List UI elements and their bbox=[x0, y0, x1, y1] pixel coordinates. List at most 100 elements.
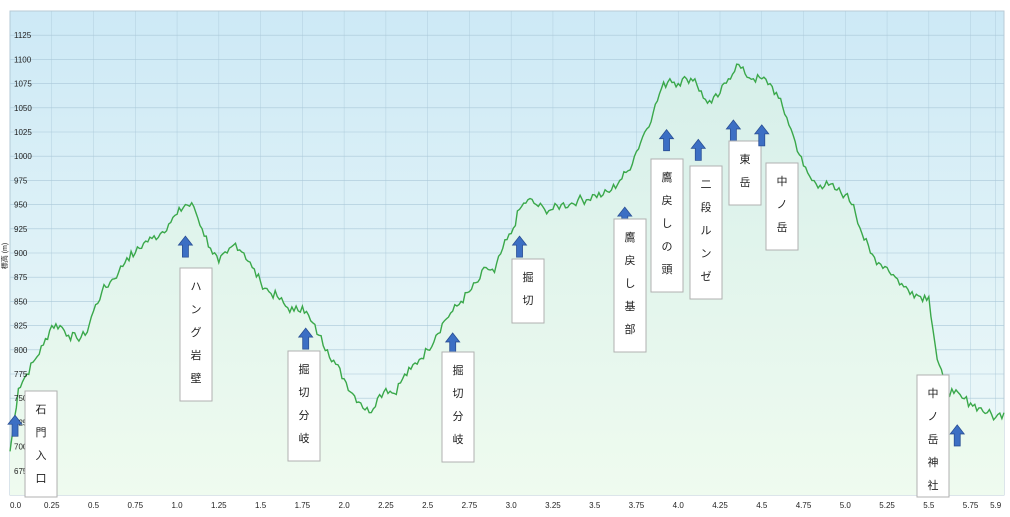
y-tick-label: 750 bbox=[14, 394, 28, 403]
annotation-char: 岳 bbox=[928, 433, 939, 446]
x-tick-label: 0.25 bbox=[44, 501, 60, 510]
x-tick-label: 0.5 bbox=[88, 501, 100, 510]
annotation-char: 鷹 bbox=[625, 230, 636, 244]
x-tick-label: 3.75 bbox=[629, 501, 645, 510]
y-tick-label: 925 bbox=[14, 225, 28, 234]
y-axis-ticks: 6757007257507758008258508759009259509751… bbox=[14, 31, 32, 476]
up-arrow-icon bbox=[690, 138, 707, 161]
annotation-char: 分 bbox=[453, 410, 464, 423]
annotation-char: 段 bbox=[701, 200, 712, 214]
annotation-char: 岳 bbox=[777, 221, 788, 234]
y-tick-label: 1125 bbox=[14, 31, 32, 40]
x-tick-label: 5.9 bbox=[990, 501, 1002, 510]
x-tick-label: 4.75 bbox=[796, 501, 812, 510]
x-tick-label: 1.0 bbox=[171, 501, 183, 510]
annotation-char: の bbox=[662, 240, 673, 253]
up-arrow-icon bbox=[658, 129, 675, 152]
annotation-char: ン bbox=[701, 247, 712, 260]
annotation-char: 二 bbox=[701, 178, 712, 191]
annotation-char: 切 bbox=[453, 387, 464, 400]
annotation-box bbox=[511, 258, 545, 324]
annotation-char: 岐 bbox=[299, 432, 310, 445]
annotation-box bbox=[765, 162, 799, 251]
annotation-4: 掘切 bbox=[511, 235, 545, 324]
elevation-line bbox=[9, 63, 1005, 452]
annotation-char: 切 bbox=[299, 386, 310, 399]
annotation-box bbox=[728, 140, 762, 206]
annotation-char: 東 bbox=[740, 153, 751, 166]
y-tick-label: 900 bbox=[14, 249, 28, 258]
x-tick-label: 2.5 bbox=[422, 501, 434, 510]
annotation-char: 鷹 bbox=[662, 170, 673, 184]
annotation-char: 掘 bbox=[453, 363, 464, 377]
annotation-char: 石 bbox=[36, 403, 47, 416]
x-tick-label: 2.25 bbox=[378, 501, 394, 510]
y-tick-label: 1100 bbox=[14, 55, 32, 64]
x-tick-label: 2.0 bbox=[339, 501, 351, 510]
y-tick-label: 975 bbox=[14, 176, 28, 185]
x-tick-label: 1.75 bbox=[295, 501, 311, 510]
y-tick-label: 775 bbox=[14, 370, 28, 379]
annotation-char: 中 bbox=[777, 175, 788, 188]
annotation-char: ゼ bbox=[701, 270, 712, 283]
x-tick-label: 4.25 bbox=[712, 501, 728, 510]
x-tick-label: 1.25 bbox=[211, 501, 227, 510]
annotation-char: 口 bbox=[36, 472, 47, 485]
annotation-char: ル bbox=[701, 224, 712, 237]
annotation-box bbox=[287, 350, 321, 462]
x-tick-label: 4.5 bbox=[756, 501, 768, 510]
annotation-char: 社 bbox=[928, 478, 939, 492]
annotation-char: ノ bbox=[777, 198, 788, 211]
up-arrow-icon bbox=[297, 327, 314, 350]
annotation-char: 戻 bbox=[662, 194, 673, 207]
annotation-8: 東岳 bbox=[725, 119, 762, 206]
up-arrow-icon bbox=[177, 235, 194, 258]
y-tick-label: 950 bbox=[14, 201, 28, 210]
x-tick-label: 2.75 bbox=[462, 501, 478, 510]
y-tick-label: 800 bbox=[14, 346, 28, 355]
annotation-box bbox=[441, 351, 475, 463]
annotation-char: 掘 bbox=[523, 270, 534, 284]
y-axis-label: 標高 (m) bbox=[0, 243, 9, 269]
annotation-char: 神 bbox=[928, 455, 939, 469]
annotation-char: 掘 bbox=[299, 362, 310, 376]
y-tick-label: 1050 bbox=[14, 104, 32, 113]
up-arrow-icon bbox=[753, 124, 770, 147]
x-tick-label: 5.25 bbox=[879, 501, 895, 510]
x-tick-label: 3.5 bbox=[589, 501, 601, 510]
y-tick-label: 1025 bbox=[14, 128, 32, 137]
x-tick-label: 5.75 bbox=[963, 501, 979, 510]
y-tick-label: 700 bbox=[14, 443, 28, 452]
y-tick-label: 825 bbox=[14, 322, 28, 331]
x-tick-label: 5.5 bbox=[923, 501, 935, 510]
annotation-char: 分 bbox=[299, 409, 310, 422]
annotation-char: 門 bbox=[36, 426, 47, 439]
y-tick-label: 675 bbox=[14, 467, 28, 476]
annotation-char: 部 bbox=[625, 322, 636, 336]
annotation-box bbox=[24, 390, 58, 498]
annotation-char: グ bbox=[191, 325, 202, 339]
x-tick-label: 0.0 bbox=[10, 501, 22, 510]
annotation-char: 岩 bbox=[191, 348, 202, 362]
annotation-char: し bbox=[662, 217, 673, 230]
annotation-char: ン bbox=[191, 303, 202, 316]
up-arrow-icon bbox=[7, 414, 23, 437]
annotation-char: ハ bbox=[191, 280, 202, 293]
x-tick-label: 4.0 bbox=[673, 501, 685, 510]
x-axis-ticks: 0.0 0.25 0.5 0.75 1.0 1.25 1.5 1.75 2.0 2.25 2.5 2.… bbox=[10, 501, 1002, 510]
annotation-9: 中ノ岳 bbox=[753, 124, 799, 251]
annotation-char: 壁 bbox=[191, 371, 202, 385]
y-tick-label: 875 bbox=[14, 273, 28, 282]
annotation-box bbox=[916, 374, 950, 498]
annotation-char: 岳 bbox=[740, 176, 751, 189]
annotation-char: 岐 bbox=[453, 433, 464, 446]
